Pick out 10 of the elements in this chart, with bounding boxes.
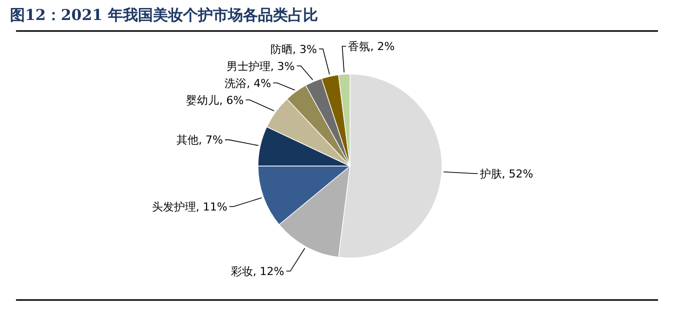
slice-label: 洗浴, 4% [224, 76, 272, 90]
slice-label: 头发护理, 11% [152, 200, 228, 214]
slice-label: 护肤, 52% [478, 167, 534, 180]
slice-label: 香氛, 2% [348, 40, 395, 54]
slice-label: 其他, 7% [176, 134, 223, 147]
chart-title: 图12：2021 年我国美妆个护市场各品类占比 [10, 6, 318, 24]
slice-label: 防晒, 3% [270, 42, 317, 56]
slice-label: 彩妆, 12% [230, 265, 284, 278]
slice-label: 婴幼儿, 6% [186, 94, 244, 107]
slice-label: 男士护理, 3% [226, 60, 295, 73]
